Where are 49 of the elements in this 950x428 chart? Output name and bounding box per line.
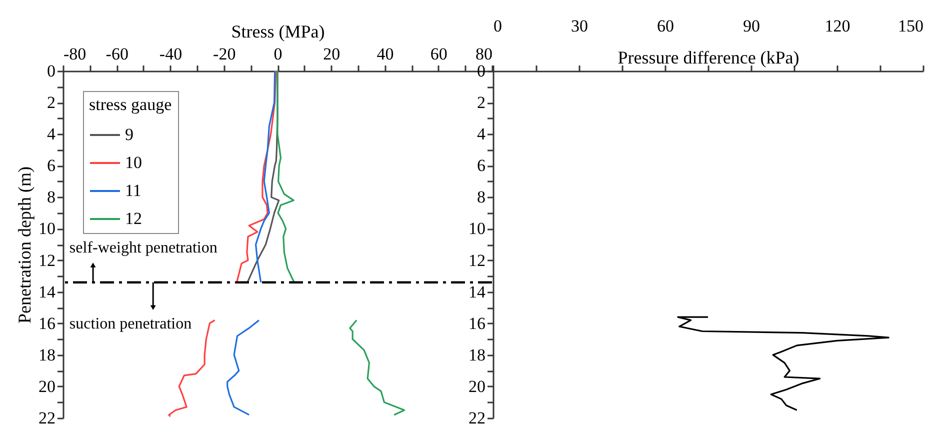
y-tick-label: 14 xyxy=(468,282,486,302)
legend-label: 12 xyxy=(125,209,142,228)
x-tick-label: -20 xyxy=(213,44,236,64)
y-tick-label: 22 xyxy=(38,408,56,428)
annotation: self-weight penetration xyxy=(69,240,218,257)
legend-label: 10 xyxy=(125,153,142,172)
x-tick-label: 80 xyxy=(476,44,492,64)
y-tick-label: 4 xyxy=(47,124,56,144)
y-tick-label: 0 xyxy=(47,62,56,80)
y-tick-label: 12 xyxy=(468,250,486,270)
x-tick-label: 40 xyxy=(376,44,394,64)
x-tick-label: 30 xyxy=(571,16,588,36)
y-tick-label: 10 xyxy=(38,219,56,238)
y-tick-label: 20 xyxy=(468,376,486,396)
y-axis-title: Penetration depth (m) xyxy=(14,166,34,324)
y-tick-label: 10 xyxy=(468,219,486,238)
y-tick-label: 22 xyxy=(468,408,486,428)
y-tick-label: 6 xyxy=(477,156,486,176)
x-tick-label: -40 xyxy=(159,44,182,64)
legend-label: 11 xyxy=(125,181,142,200)
y-tick-label: 14 xyxy=(38,282,56,302)
y-tick-label: 12 xyxy=(38,250,56,270)
x-axis-title: Pressure difference (kPa) xyxy=(618,48,800,68)
x-tick-label: -80 xyxy=(64,44,86,64)
y-tick-label: 2 xyxy=(477,93,486,112)
y-tick-label: 18 xyxy=(468,345,486,364)
y-tick-label: 8 xyxy=(477,188,486,207)
y-tick-label: 16 xyxy=(38,314,56,333)
x-tick-label: 0 xyxy=(494,16,502,36)
x-tick-label: -60 xyxy=(106,44,128,64)
y-tick-label: 6 xyxy=(47,156,56,176)
x-tick-label: 0 xyxy=(274,44,282,64)
x-tick-label: 60 xyxy=(430,44,448,64)
x-tick-label: 120 xyxy=(824,16,850,36)
y-tick-label: 16 xyxy=(468,314,486,333)
x-axis-title: Stress (MPa) xyxy=(231,22,325,42)
x-tick-label: 20 xyxy=(323,44,340,64)
y-tick-label: 20 xyxy=(38,376,56,396)
annotation: suction penetration xyxy=(69,315,192,332)
x-tick-label: 60 xyxy=(657,16,674,36)
y-tick-label: 8 xyxy=(47,188,56,207)
x-tick-label: 90 xyxy=(743,16,760,36)
x-tick-label: 150 xyxy=(898,16,924,36)
legend-label: 9 xyxy=(125,125,134,144)
y-tick-label: 18 xyxy=(38,345,56,364)
legend-title: stress gauge xyxy=(89,95,172,114)
line-series xyxy=(677,316,890,411)
y-tick-label: 2 xyxy=(47,93,56,112)
y-tick-label: 4 xyxy=(477,124,486,144)
